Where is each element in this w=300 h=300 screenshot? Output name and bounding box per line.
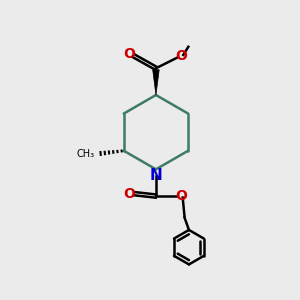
Text: O: O <box>175 189 187 203</box>
Text: O: O <box>124 187 135 201</box>
Text: CH₃: CH₃ <box>77 149 95 159</box>
Text: O: O <box>124 47 135 61</box>
Text: N: N <box>150 168 162 183</box>
Text: O: O <box>175 50 187 63</box>
Polygon shape <box>153 70 159 95</box>
